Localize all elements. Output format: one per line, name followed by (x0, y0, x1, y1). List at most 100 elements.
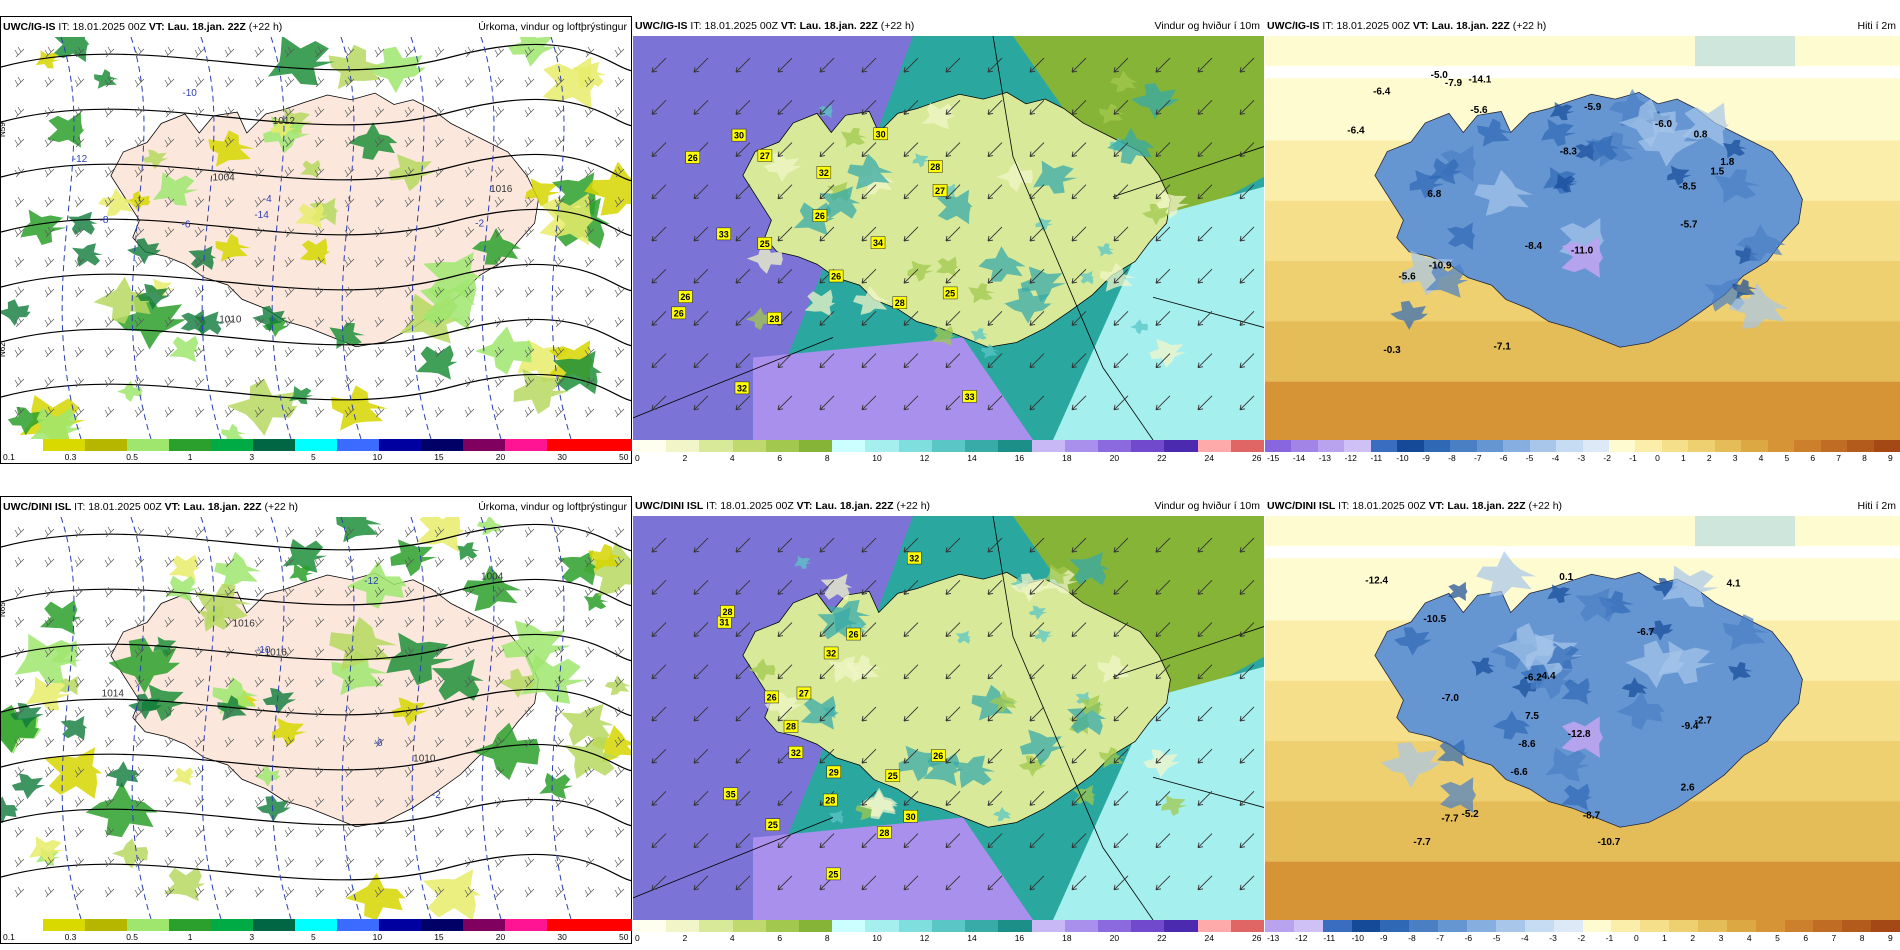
wind-barb (224, 586, 235, 598)
cold-area (1652, 577, 1679, 598)
wind-speed-patch (1107, 127, 1155, 165)
latitude-label: N65 (1, 602, 7, 617)
init-time: 18.01.2025 00Z (704, 20, 778, 32)
wind-barb (194, 736, 205, 748)
wind-barb (434, 196, 445, 208)
cold-area (1477, 118, 1513, 147)
gust-label-box (903, 809, 918, 823)
wind-barb (254, 556, 265, 568)
wind-arrow (777, 353, 793, 369)
wind-barb (314, 856, 325, 868)
wind-barb (104, 886, 115, 898)
wind-barb (284, 556, 295, 568)
wind-barb (284, 316, 295, 328)
wind-barb (314, 646, 325, 658)
precip-colorbar: 0.1 0.3 0.5 1 3 5 10 15 20 30 50 (1, 439, 632, 463)
precipitation-area (289, 386, 314, 405)
isobar-label: 1014 (102, 689, 125, 700)
wind-arrow (1197, 579, 1213, 595)
precipitation-area (1, 704, 39, 753)
wind-barb (284, 706, 295, 718)
wind-barb (314, 346, 325, 358)
wind-barb (74, 226, 85, 238)
wind-speed-patch (818, 104, 833, 119)
precipitation-area (524, 178, 561, 207)
wind-barb (344, 556, 355, 568)
colorbar-tick-label: 0.3 (64, 452, 77, 462)
colorbar-tick-label: -3 (1549, 933, 1557, 943)
wind-arrow (861, 579, 877, 595)
wind-barb (314, 526, 325, 538)
wind-barb (104, 196, 115, 208)
wind-barb (134, 886, 145, 898)
wind-speed-patch (1033, 160, 1078, 194)
wind-barb (284, 346, 295, 358)
wind-barb (374, 556, 385, 568)
wind-barb (554, 616, 565, 628)
wind-barb (494, 676, 505, 688)
colorbar-tick-label: 6 (777, 933, 783, 943)
colorbar-swatch (998, 440, 1033, 452)
wind-barb (164, 526, 175, 538)
precipitation-area (328, 44, 386, 90)
colorbar-swatch (1064, 440, 1099, 452)
gust-label-box (816, 166, 832, 179)
wind-arrow (1155, 791, 1171, 806)
wind-barb (194, 46, 205, 58)
wind-barb (464, 376, 475, 388)
colorbar-swatch (85, 439, 128, 451)
wind-barb (104, 646, 115, 658)
wind-arrow (1113, 184, 1129, 200)
wind-barb (74, 196, 85, 208)
wind-barb (74, 76, 85, 88)
wind-barb (74, 556, 85, 568)
wind-arrow (735, 748, 751, 764)
colorbar-swatch (931, 920, 966, 932)
wind-barb (374, 736, 385, 748)
wind-barb (554, 316, 565, 328)
colorbar-tick-label: 2 (1706, 453, 1712, 463)
gust-label: 26 (831, 271, 841, 281)
panel-header: UWC/IG-IS IT: 18.01.2025 00Z VT: Lau. 18… (1, 17, 631, 37)
wind-barb (314, 406, 325, 418)
wind-barb (134, 76, 145, 88)
colorbar-swatch (1351, 920, 1381, 932)
colorbar-swatch (1640, 920, 1670, 932)
precipitation-area (560, 703, 615, 746)
colorbar-tick-label: -13 (1318, 453, 1332, 463)
wind-barb (254, 706, 265, 718)
isobar-line (1, 798, 631, 827)
wind-barb (254, 286, 265, 298)
wind-speed-patch (1019, 729, 1066, 766)
colorbar-tick-label: 3 (1732, 453, 1738, 463)
wind-map: 29 32 32 35 31 30 26 25 28 28 28 27 25 26 32 26 28 25 (633, 516, 1264, 920)
colorbar-tick-label: 4 (1758, 453, 1764, 463)
wind-arrow (651, 57, 667, 73)
temperature-band (1265, 379, 1900, 440)
colorbar-swatch (1031, 920, 1066, 932)
colorbar-swatch (1265, 920, 1295, 932)
wind-arrow (903, 537, 919, 553)
wind-barb (524, 256, 535, 268)
colorbar-swatch (379, 919, 422, 931)
wind-barb (524, 226, 535, 238)
colorbar-tick-label: 0.1 (3, 932, 15, 942)
colorbar-tick-label: -5 (1492, 933, 1501, 943)
colorbar-swatch (1476, 440, 1504, 452)
cold-area (1722, 614, 1770, 651)
wind-barb (614, 766, 625, 778)
wind-arrow (1113, 537, 1129, 553)
wind-barb (74, 736, 85, 748)
colorbar-tick-label: 9 (1888, 453, 1893, 463)
wind-barb (434, 166, 445, 178)
colorbar-swatch (799, 920, 833, 932)
wind-barb (554, 286, 565, 298)
colorbar-swatch (127, 919, 170, 931)
colorbar-tick-label: 15 (434, 452, 444, 462)
wind-arrow (819, 664, 835, 680)
colorbar-tick-label: 30 (557, 452, 567, 462)
wind-barb (104, 856, 115, 868)
gust-label-box (720, 605, 735, 618)
temperature-colorbar: -15 -14 -13 -12 -11 -10 -9 -8 -7 -6 -5 -4 -3 -2 -1 0 1 2 3… (1265, 440, 1900, 464)
colorbar-tick-label: -8 (1448, 453, 1456, 463)
